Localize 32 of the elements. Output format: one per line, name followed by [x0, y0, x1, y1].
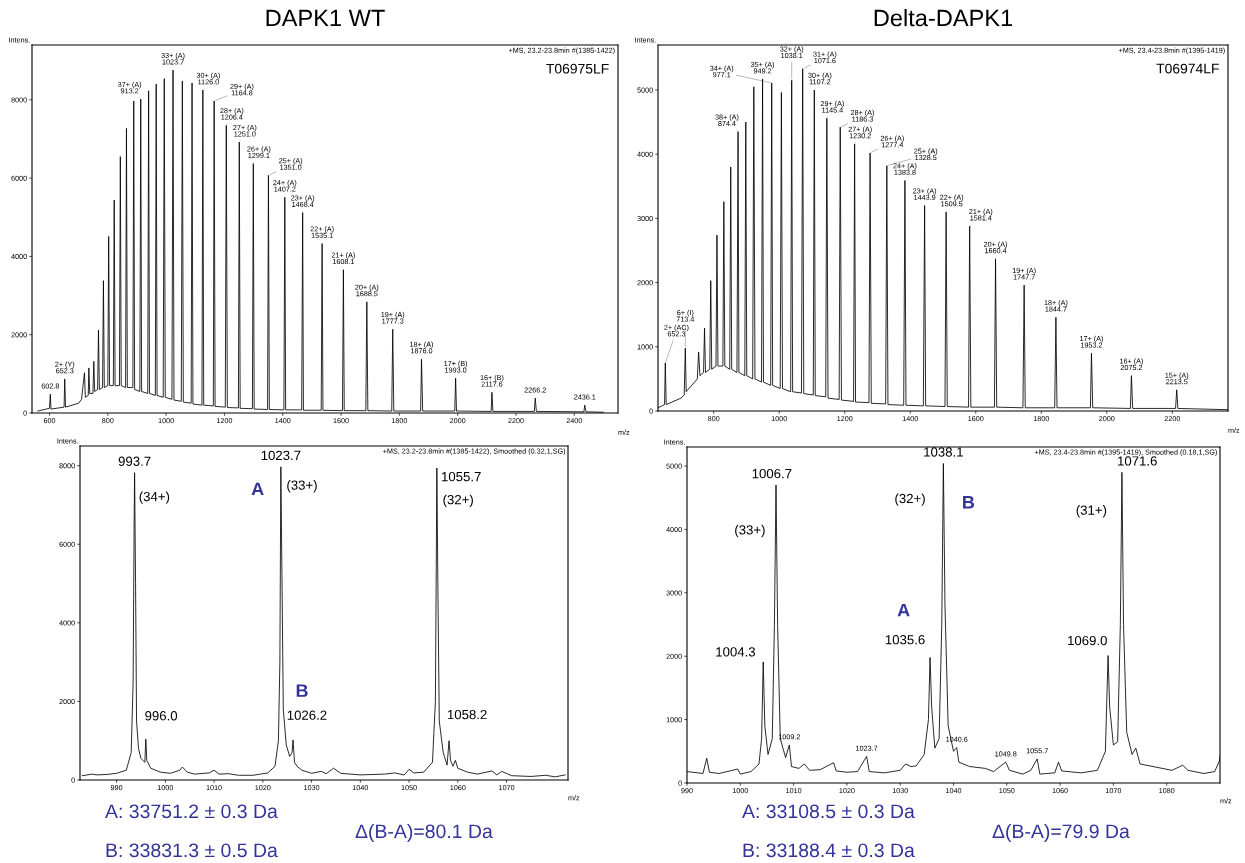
annotation: 1071.6 — [1118, 456, 1157, 466]
text: A: 33751.2 ± 0.3 Da — [105, 804, 278, 819]
text: B: 33831.3 ± 0.5 Da — [106, 843, 278, 858]
chart-title: Delta-DAPK1 — [874, 9, 1013, 27]
annotation: T06975LF — [546, 63, 609, 74]
annotation: 993.7 — [118, 456, 151, 466]
annotation: 1006.7 — [752, 468, 792, 479]
annotation: T06974LF — [1156, 63, 1219, 74]
annotation: (33+) — [287, 480, 317, 493]
annotation: (33+) — [735, 524, 765, 538]
annotation: 1058.2 — [447, 709, 487, 720]
annotation: B — [296, 684, 308, 697]
text: B: 33188.4 ± 0.3 Da — [743, 843, 915, 858]
annotation: (32+) — [443, 494, 473, 507]
text: A: 33108.5 ± 0.3 Da — [742, 804, 915, 819]
annotation: 1038.1 — [924, 447, 963, 457]
annotation: (31+) — [1076, 505, 1107, 518]
annotation: (34+) — [139, 491, 170, 504]
annotation: B — [963, 496, 975, 509]
annotation: 1026.2 — [287, 710, 327, 720]
annotation: (32+) — [895, 493, 925, 506]
annotation: 1004.3 — [716, 647, 756, 657]
annotation: 1035.6 — [885, 635, 925, 645]
annotation: 1023.7 — [261, 450, 301, 461]
annotation: 1069.0 — [1068, 635, 1107, 646]
annotation: 996.0 — [145, 711, 178, 721]
annotation: A — [897, 603, 910, 617]
annotation: A — [251, 482, 264, 496]
chart-title: DAPK1 WT — [266, 9, 385, 27]
text: Δ(B-A)=80.1 Da — [355, 823, 493, 843]
annotation: 1055.7 — [442, 471, 481, 482]
text: Δ(B-A)=79.9 Da — [992, 823, 1130, 843]
